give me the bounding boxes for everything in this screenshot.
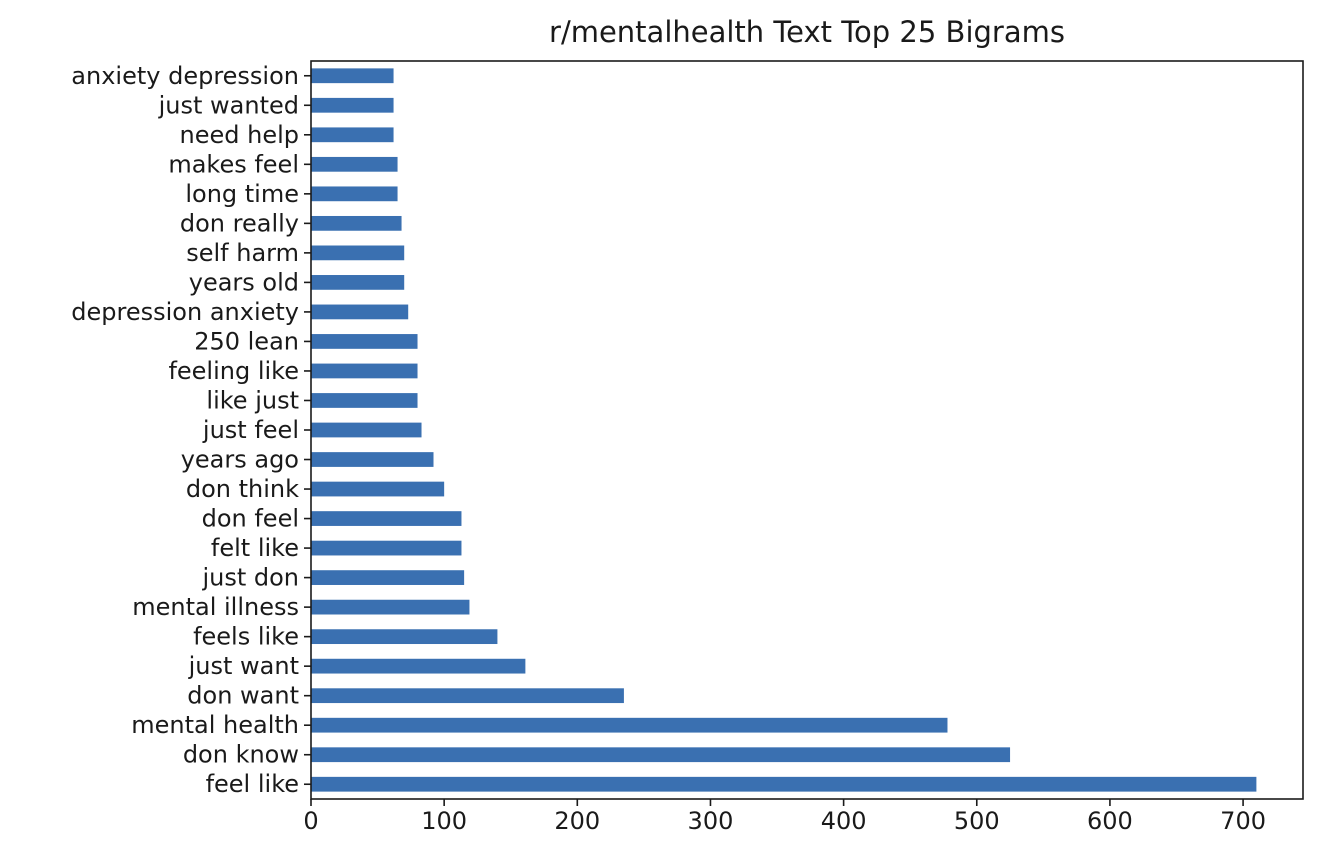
- x-tick-label: 500: [954, 807, 1000, 835]
- y-tick-label: don really: [180, 209, 299, 237]
- y-tick-label: just don: [201, 564, 299, 592]
- y-tick-label: self harm: [186, 239, 299, 267]
- bar: [311, 540, 462, 556]
- axes-frame: [310, 60, 1304, 800]
- y-tick-label: depression anxiety: [71, 298, 299, 326]
- y-tick-label: just feel: [202, 416, 299, 444]
- bar: [311, 363, 418, 379]
- bar: [311, 393, 418, 408]
- bar: [311, 658, 526, 674]
- bar: [311, 422, 422, 438]
- bar: [311, 186, 398, 202]
- bar: [311, 599, 470, 615]
- y-tick-label: anxiety depression: [71, 62, 299, 90]
- y-tick-label: don think: [186, 475, 299, 503]
- bar: [311, 511, 462, 526]
- y-tick-label: 250 lean: [194, 327, 299, 355]
- y-tick-label: mental illness: [132, 593, 299, 621]
- x-tick-label: 300: [688, 807, 734, 835]
- y-tick-label: makes feel: [168, 150, 299, 178]
- y-tick-label: need help: [180, 121, 299, 149]
- bar: [311, 215, 402, 231]
- x-tick-label: 600: [1087, 807, 1133, 835]
- y-tick-label: years ago: [181, 446, 299, 474]
- bar: [311, 452, 434, 467]
- chart-title: r/mentalhealth Text Top 25 Bigrams: [549, 15, 1065, 49]
- y-tick-label: like just: [206, 386, 299, 414]
- y-tick-label: don feel: [202, 505, 299, 533]
- y-tick-label: years old: [189, 268, 299, 296]
- bar: [311, 245, 405, 261]
- x-tick-label: 100: [421, 807, 467, 835]
- bar: [311, 127, 394, 143]
- y-tick-label: mental health: [131, 711, 299, 739]
- x-tick-label: 400: [821, 807, 867, 835]
- bar: [311, 570, 465, 585]
- bar: [311, 275, 405, 290]
- y-tick-label: long time: [185, 180, 299, 208]
- y-tick-label: don know: [183, 741, 299, 769]
- bar: [311, 629, 498, 645]
- bar: [311, 304, 409, 320]
- x-tick-label: 200: [554, 807, 600, 835]
- y-tick-label: feel like: [206, 770, 299, 798]
- bar: [311, 688, 624, 704]
- bar: [311, 97, 394, 113]
- y-tick-label: feels like: [193, 623, 299, 651]
- x-tick-label: 700: [1220, 807, 1266, 835]
- x-tick-label: 0: [303, 807, 318, 835]
- bar: [311, 481, 445, 497]
- y-tick-label: just want: [188, 652, 299, 680]
- bar: [311, 776, 1257, 792]
- y-tick-label: just wanted: [158, 91, 299, 119]
- bar: [311, 68, 394, 84]
- y-tick-label: don want: [187, 682, 299, 710]
- y-tick-label: felt like: [211, 534, 299, 562]
- bar: [311, 717, 948, 733]
- bar: [311, 156, 398, 172]
- bar: [311, 334, 418, 349]
- y-tick-label: feeling like: [168, 357, 299, 385]
- bar: [311, 747, 1011, 763]
